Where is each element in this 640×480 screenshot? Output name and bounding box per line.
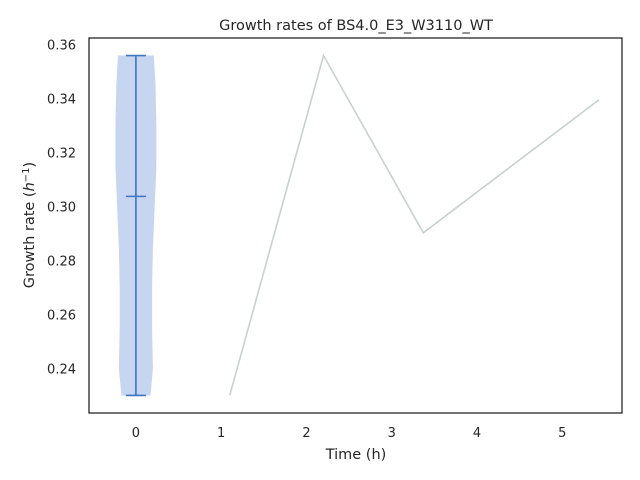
y-axis-title-variable: h bbox=[22, 182, 38, 191]
x-tick-label-3: 3 bbox=[388, 426, 396, 441]
plot-area bbox=[115, 53, 600, 397]
plot-frame bbox=[88, 37, 623, 414]
x-tick-label-1: 1 bbox=[217, 426, 225, 441]
x-tick-label-4: 4 bbox=[473, 426, 481, 441]
y-axis-title-main: Growth rate ( bbox=[22, 191, 38, 288]
x-tick-label-0: 0 bbox=[132, 426, 140, 441]
x-axis-title: Time (h) bbox=[325, 447, 387, 463]
y-tick-label-0.34: 0.34 bbox=[47, 93, 76, 108]
y-tick-label-0.30: 0.30 bbox=[47, 201, 76, 216]
y-tick-label-0.32: 0.32 bbox=[47, 147, 76, 162]
chart-title: Growth rates of BS4.0_E3_W3110_WT bbox=[219, 18, 493, 34]
x-tick-label-2: 2 bbox=[302, 426, 310, 441]
y-tick-label-0.36: 0.36 bbox=[47, 39, 76, 54]
y-axis-title-superscript: −1 bbox=[21, 167, 32, 182]
y-tick-label-0.26: 0.26 bbox=[47, 309, 76, 324]
y-axis-title-close: ) bbox=[22, 162, 38, 168]
series-line-0 bbox=[228, 53, 600, 396]
y-tick-label-0.24: 0.24 bbox=[47, 362, 76, 377]
x-tick-label-5: 5 bbox=[558, 426, 566, 441]
y-axis-title: Growth rate (h−1) bbox=[21, 162, 39, 288]
y-tick-label-0.28: 0.28 bbox=[47, 255, 76, 270]
